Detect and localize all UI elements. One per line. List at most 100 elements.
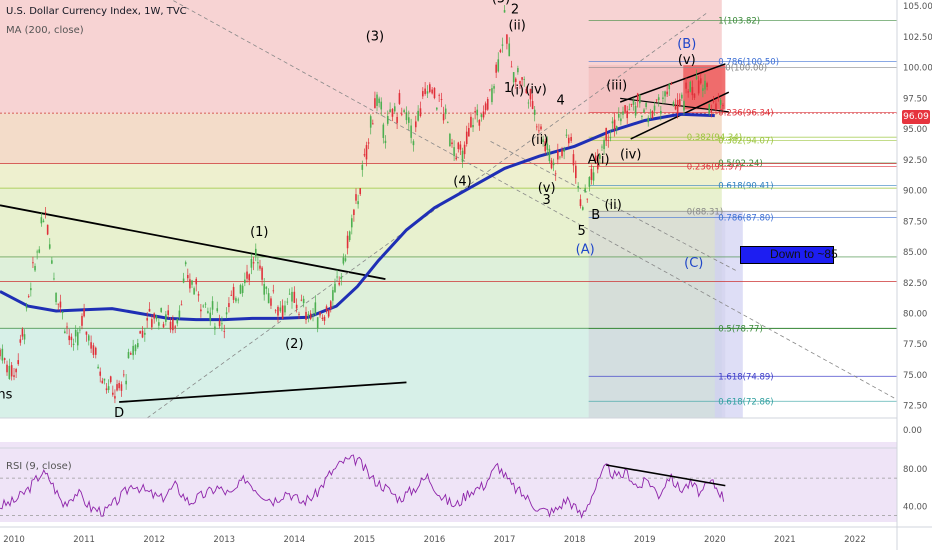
candle-body (472, 125, 474, 128)
candle-body (146, 318, 148, 321)
candle-body (34, 265, 36, 271)
candle-body (195, 278, 198, 285)
candle-body (130, 353, 132, 355)
candle-body (68, 335, 71, 341)
candle-body (719, 100, 722, 105)
candle-body (178, 310, 181, 318)
candle-body (291, 291, 293, 302)
candle-body (40, 217, 43, 224)
candle-body (706, 83, 708, 87)
candle-body (398, 93, 401, 104)
candle-body (340, 276, 343, 279)
rsi-background (0, 442, 897, 522)
x-tick-2019: 2019 (634, 535, 656, 545)
candle-body (174, 326, 176, 328)
candle-body (546, 143, 549, 150)
candle-body (59, 301, 62, 308)
y-tick-7: 87.50 (903, 217, 927, 227)
candle-body (548, 148, 551, 162)
x-tick-2015: 2015 (354, 535, 376, 545)
candle-body (708, 103, 710, 114)
wave-labels: (5)2(ii)(3)1(i)(iv)4(iii)(ii)A(i)(iv)(v)… (0, 0, 703, 421)
candle-body (120, 384, 123, 391)
candle-body (307, 314, 310, 317)
y-tick-4: 95.00 (903, 125, 927, 135)
candle-body (272, 290, 275, 292)
candle-body (277, 306, 279, 316)
y-tick-12: 75.00 (903, 371, 927, 381)
candle-body (601, 146, 603, 148)
candle-body (361, 164, 364, 170)
candle-body (209, 312, 212, 321)
candle-body (683, 101, 685, 111)
candle-body (396, 116, 398, 123)
candle-body (645, 102, 647, 107)
candle-body (535, 126, 538, 128)
candle-body (417, 110, 419, 121)
target-box (740, 246, 834, 264)
fib-zone-2 (0, 163, 722, 189)
candle-body (223, 330, 226, 332)
candle-body (61, 311, 64, 313)
candle-body (474, 111, 476, 113)
candle-body (657, 97, 660, 101)
candle-body (455, 157, 458, 160)
candle-body (263, 283, 265, 295)
wave-label-13: (v) (538, 181, 556, 196)
candle-body (323, 316, 326, 321)
candle-body (46, 224, 49, 235)
candle-body (176, 318, 179, 324)
candle-body (620, 118, 622, 122)
candle-body (25, 306, 28, 309)
candle-body (449, 133, 451, 147)
candle-body (169, 321, 172, 330)
candle-body (672, 102, 675, 107)
candle-body (363, 154, 366, 156)
candle-body (592, 172, 595, 181)
candle-body (344, 258, 347, 261)
candle-body (575, 165, 577, 179)
candle-body (51, 260, 53, 264)
candle-body (615, 126, 618, 130)
candle-body (446, 121, 449, 123)
candle-body (327, 309, 330, 317)
candle-body (461, 150, 464, 162)
candle-body (617, 113, 620, 118)
candle-body (64, 331, 66, 334)
candle-body (261, 267, 263, 280)
x-tick-2021: 2021 (774, 535, 796, 545)
x-tick-2012: 2012 (143, 535, 165, 545)
candle-body (123, 374, 125, 376)
candle-body (309, 313, 312, 319)
wave-label-21: (2) (285, 337, 303, 352)
candle-body (72, 343, 75, 345)
candle-body (691, 87, 694, 96)
candle-body (336, 276, 338, 278)
candle-body (44, 211, 47, 213)
candle-body (651, 110, 654, 119)
candle-body (160, 308, 162, 312)
candle-body (148, 308, 151, 312)
candle-body (36, 251, 38, 253)
candle-body (94, 347, 97, 355)
x-tick-2017: 2017 (494, 535, 516, 545)
candle-body (259, 265, 261, 269)
candle-body (193, 288, 195, 295)
candle-body (681, 94, 683, 99)
candle-body (531, 101, 534, 110)
wave-label-5: (i) (510, 84, 524, 99)
candle-body (250, 258, 253, 268)
candle-body (180, 304, 183, 306)
wave-label-16: B (591, 208, 600, 223)
candle-body (197, 294, 200, 296)
candle-body (87, 335, 90, 341)
y-tick-2: 100.00 (903, 64, 932, 74)
candle-body (346, 235, 349, 249)
candle-body (440, 99, 443, 100)
candle-body (414, 121, 417, 128)
candle-body (141, 330, 144, 338)
fib-label-10: 0.786(87.80) (718, 214, 773, 224)
candle-body (405, 112, 408, 121)
